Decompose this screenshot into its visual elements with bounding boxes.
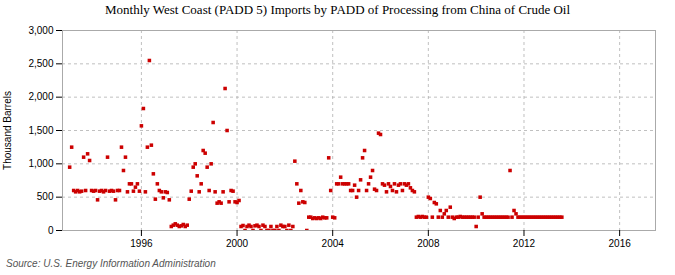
svg-text:2000: 2000	[226, 238, 249, 249]
svg-text:2012: 2012	[513, 238, 536, 249]
svg-text:Thousand Barrels: Thousand Barrels	[2, 91, 13, 170]
svg-text:2004: 2004	[322, 238, 345, 249]
svg-text:1996: 1996	[130, 238, 153, 249]
svg-text:2,500: 2,500	[28, 58, 53, 69]
svg-text:2008: 2008	[417, 238, 440, 249]
svg-text:2016: 2016	[609, 238, 632, 249]
svg-text:1,500: 1,500	[28, 125, 53, 136]
svg-text:1,000: 1,000	[28, 158, 53, 169]
svg-text:2,000: 2,000	[28, 91, 53, 102]
svg-text:3,000: 3,000	[28, 25, 53, 36]
html-text:Monthly West Coast (PADD 5) Im: Monthly West Coast (PADD 5) Imports by P…	[105, 2, 570, 17]
svg-text:0: 0	[48, 225, 54, 236]
html-text:Source: U.S. Energy Informatio: Source: U.S. Energy Information Administ…	[6, 258, 216, 269]
svg-text:500: 500	[37, 191, 54, 202]
